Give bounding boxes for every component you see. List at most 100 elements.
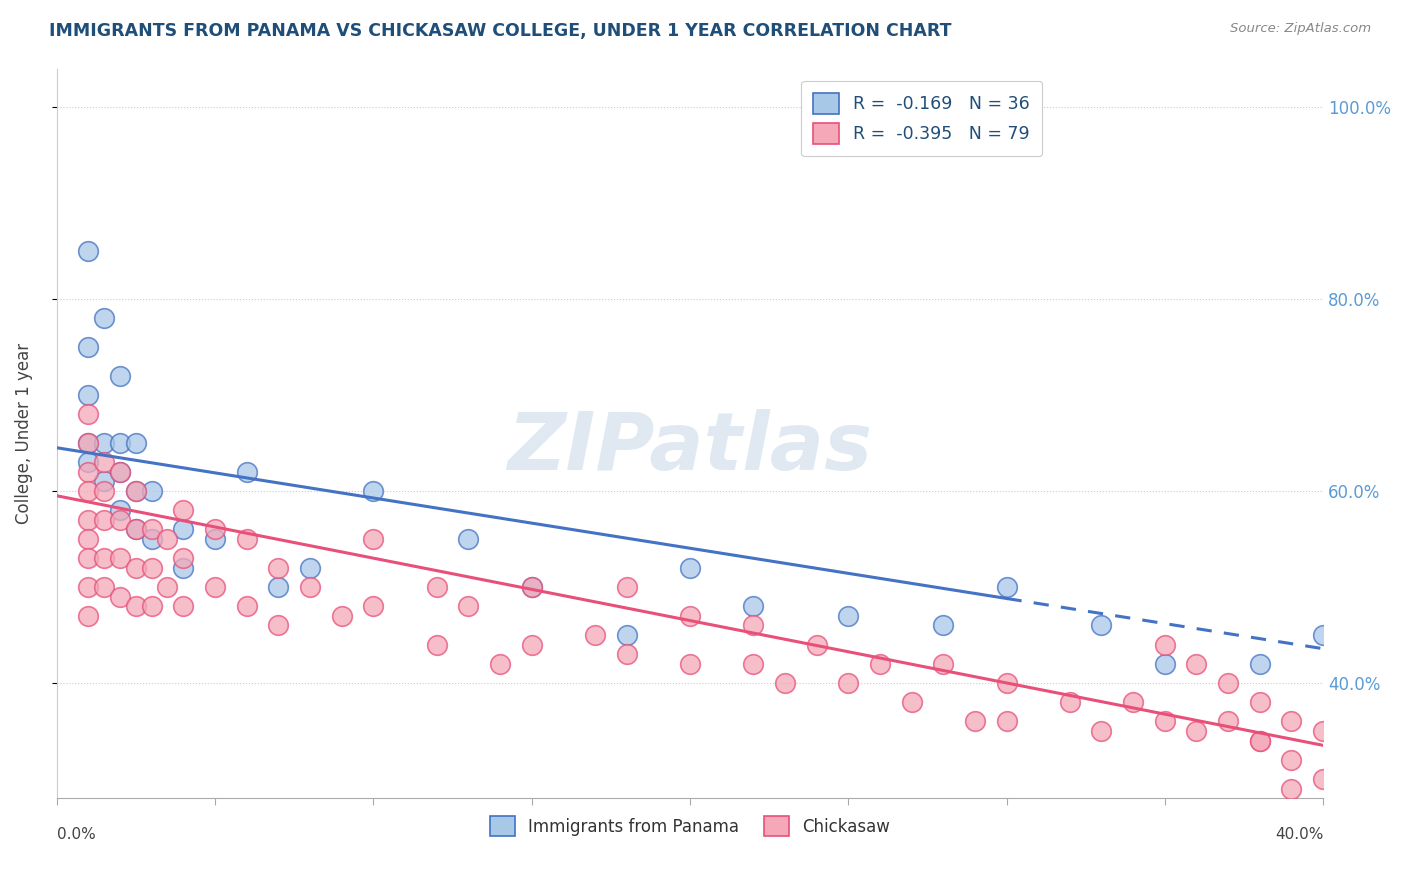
Point [204,522,226,536]
Point [298,580,321,594]
Point [932,657,955,671]
Point [457,599,479,614]
Point [1059,695,1081,709]
Point [1249,733,1271,747]
Point [869,657,891,671]
Point [141,560,163,574]
Text: 40.0%: 40.0% [1275,827,1323,842]
Point [172,522,194,536]
Point [1281,781,1303,796]
Point [742,657,765,671]
Point [1122,695,1144,709]
Point [1312,723,1334,738]
Point [125,436,148,450]
Point [93,311,115,326]
Point [125,599,148,614]
Point [1249,657,1271,671]
Point [93,580,115,594]
Point [1153,657,1175,671]
Point [267,560,290,574]
Point [616,580,638,594]
Point [141,522,163,536]
Point [995,580,1018,594]
Point [679,657,702,671]
Text: ZIPatlas: ZIPatlas [508,409,872,487]
Point [1153,638,1175,652]
Point [267,580,290,594]
Point [77,436,100,450]
Point [361,532,384,546]
Point [1249,695,1271,709]
Point [77,455,100,469]
Point [108,513,131,527]
Point [742,599,765,614]
Point [520,580,543,594]
Point [1090,723,1112,738]
Point [520,580,543,594]
Point [235,465,257,479]
Point [298,560,321,574]
Point [125,560,148,574]
Point [125,522,148,536]
Point [93,483,115,498]
Point [77,244,100,258]
Point [108,503,131,517]
Point [108,368,131,383]
Point [1090,618,1112,632]
Point [108,436,131,450]
Point [108,465,131,479]
Point [108,590,131,604]
Point [77,436,100,450]
Point [330,608,353,623]
Point [742,618,765,632]
Point [932,618,955,632]
Point [141,483,163,498]
Point [235,599,257,614]
Point [995,676,1018,690]
Point [125,522,148,536]
Point [77,388,100,402]
Text: IMMIGRANTS FROM PANAMA VS CHICKASAW COLLEGE, UNDER 1 YEAR CORRELATION CHART: IMMIGRANTS FROM PANAMA VS CHICKASAW COLL… [49,22,952,40]
Point [679,608,702,623]
Point [93,475,115,489]
Point [77,551,100,566]
Point [156,580,179,594]
Point [156,532,179,546]
Point [93,436,115,450]
Point [616,647,638,661]
Point [616,628,638,642]
Point [172,551,194,566]
Point [1281,714,1303,729]
Point [141,599,163,614]
Point [1249,733,1271,747]
Point [1153,714,1175,729]
Point [77,532,100,546]
Point [1185,657,1208,671]
Point [77,513,100,527]
Point [204,580,226,594]
Point [93,455,115,469]
Point [108,551,131,566]
Y-axis label: College, Under 1 year: College, Under 1 year [15,343,32,524]
Point [583,628,606,642]
Point [172,560,194,574]
Point [361,483,384,498]
Point [77,580,100,594]
Point [679,560,702,574]
Point [93,551,115,566]
Point [900,695,922,709]
Point [837,676,859,690]
Point [520,638,543,652]
Point [426,580,449,594]
Point [204,532,226,546]
Point [125,483,148,498]
Point [995,714,1018,729]
Point [235,532,257,546]
Point [426,638,449,652]
Point [108,465,131,479]
Point [1218,676,1240,690]
Point [1281,753,1303,767]
Point [837,608,859,623]
Text: 0.0%: 0.0% [56,827,96,842]
Point [361,599,384,614]
